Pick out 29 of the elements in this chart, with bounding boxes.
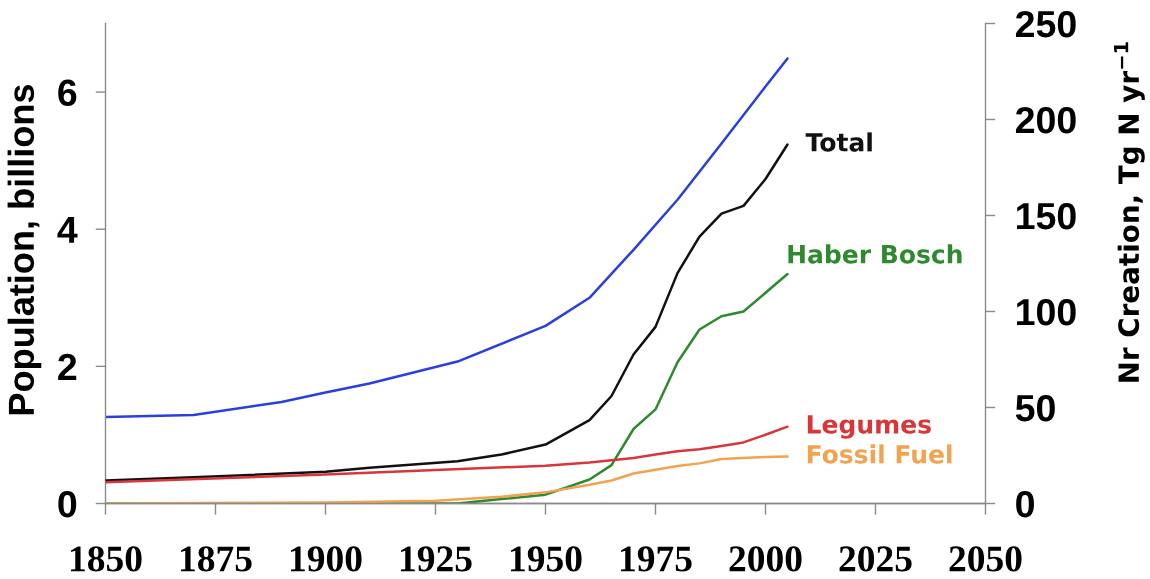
series-label: Total [805, 132, 872, 152]
x-tick-label: 1925 [401, 546, 472, 572]
line-series [105, 455, 789, 504]
y-tick-label: 6 [58, 79, 77, 107]
y2-axis-title: Nr Creation, Tg N yr$^{−1}$ [1113, 42, 1145, 382]
y2-tick-label: 200 [1015, 106, 1076, 134]
y2-tick-label: 50 [1015, 394, 1055, 422]
x-tick-label: 1875 [181, 546, 252, 572]
x-tick-label: 1975 [621, 546, 692, 572]
series-label: Haber Bosch [788, 244, 962, 264]
series-label: Fossil Fuel [807, 444, 952, 464]
y2-tick-label: 150 [1017, 202, 1076, 230]
y-tick-label: 0 [58, 490, 77, 518]
line-series [105, 57, 789, 419]
x-tick-label: 1900 [291, 546, 362, 572]
y-tick-label: 4 [57, 217, 78, 243]
x-tick-label: 1950 [511, 546, 582, 572]
x-tick-label: 1850 [71, 546, 142, 572]
line-series [105, 425, 789, 484]
x-tick-label: 2000 [729, 546, 802, 572]
y2-tick-label: 0 [1016, 490, 1034, 518]
y-tick-label: 2 [58, 353, 77, 380]
series-label: Legumes [807, 415, 931, 439]
line-series [105, 143, 789, 482]
x-tick-label: 2025 [839, 546, 912, 572]
x-tick-label: 2050 [949, 546, 1022, 572]
y2-tick-label: 250 [1015, 10, 1076, 38]
y-axis-title: Population, billions [7, 85, 42, 415]
y2-tick-label: 100 [1017, 298, 1076, 326]
